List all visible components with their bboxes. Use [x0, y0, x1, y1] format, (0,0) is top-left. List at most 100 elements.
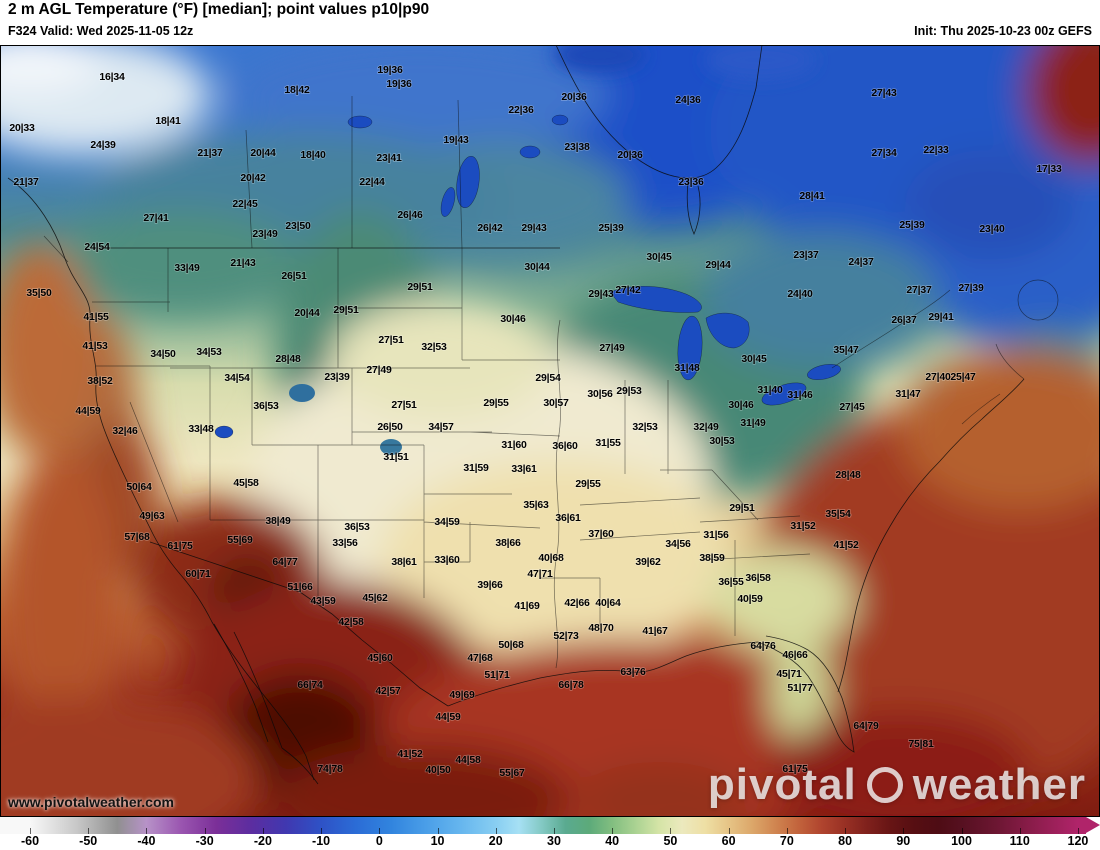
point-value: 64|77 — [272, 556, 298, 568]
point-value: 30|53 — [709, 435, 735, 447]
point-value: 27|42 — [615, 284, 641, 296]
colorbar-tick-label: 50 — [663, 834, 678, 848]
colorbar-arrow-icon — [1086, 817, 1100, 833]
point-value: 24|54 — [84, 241, 110, 253]
colorbar-tick-label: 110 — [1009, 834, 1030, 848]
point-value: 41|53 — [82, 340, 108, 352]
point-value: 36|58 — [745, 572, 771, 584]
colorbar-tick-mark — [903, 828, 905, 834]
point-value: 45|62 — [362, 592, 388, 604]
colorbar-tick-mark — [786, 828, 788, 834]
point-value: 47|71 — [527, 568, 553, 580]
point-value: 50|68 — [498, 639, 524, 651]
point-value: 31|60 — [501, 439, 527, 451]
colorbar-tick-label: 0 — [375, 834, 383, 848]
point-value: 45|60 — [367, 652, 393, 664]
point-value: 34|54 — [224, 372, 250, 384]
point-value: 34|50 — [150, 348, 176, 360]
point-value: 37|60 — [588, 528, 614, 540]
point-value: 20|42 — [240, 172, 266, 184]
point-value: 17|33 — [1036, 163, 1062, 175]
point-value: 60|71 — [185, 568, 211, 580]
point-value: 20|36 — [561, 91, 587, 103]
point-value: 26|50 — [377, 421, 403, 433]
point-value: 30|44 — [524, 261, 550, 273]
point-value: 29|43 — [588, 288, 614, 300]
point-value: 30|56 — [587, 388, 613, 400]
point-value: 66|78 — [558, 679, 584, 691]
colorbar-tick-label: -60 — [20, 834, 40, 848]
point-value: 32|49 — [693, 421, 719, 433]
point-value: 23|41 — [376, 152, 402, 164]
point-value: 33|61 — [511, 463, 537, 475]
point-value: 27|49 — [366, 364, 392, 376]
state-borders — [7, 45, 1059, 785]
point-value: 29|55 — [483, 397, 509, 409]
point-value: 32|53 — [421, 341, 447, 353]
point-value: 23|50 — [285, 220, 311, 232]
point-value: 33|48 — [188, 423, 214, 435]
point-value: 18|41 — [155, 115, 181, 127]
init-time-text: Init: Thu 2025-10-23 00z GEFS — [914, 24, 1092, 38]
point-value: 45|71 — [776, 668, 802, 680]
point-value: 52|73 — [553, 630, 579, 642]
colorbar-tick-label: 100 — [951, 834, 972, 848]
point-value: 41|52 — [397, 748, 423, 760]
point-value: 26|46 — [397, 209, 423, 221]
point-value: 27|41 — [143, 212, 169, 224]
colorbar-tick-label: 90 — [896, 834, 911, 848]
point-value: 24|37 — [848, 256, 874, 268]
point-value: 38|59 — [699, 552, 725, 564]
point-value: 44|58 — [455, 754, 481, 766]
colorbar-tick-label: 40 — [605, 834, 620, 848]
point-value: 34|59 — [434, 516, 460, 528]
point-value: 31|47 — [895, 388, 921, 400]
point-value: 36|55 — [718, 576, 744, 588]
point-value: 30|57 — [543, 397, 569, 409]
colorbar-tick-label: 70 — [779, 834, 794, 848]
point-value: 28|48 — [835, 469, 861, 481]
point-value: 50|64 — [126, 481, 152, 493]
point-value: 35|63 — [523, 499, 549, 511]
point-value: 38|49 — [265, 515, 291, 527]
point-value: 19|43 — [443, 134, 469, 146]
point-value: 25|39 — [598, 222, 624, 234]
point-value: 27|39 — [958, 282, 984, 294]
point-value: 38|61 — [391, 556, 417, 568]
point-value: 34|57 — [428, 421, 454, 433]
point-value: 27|40 — [925, 371, 951, 383]
point-value: 29|41 — [928, 311, 954, 323]
point-value: 31|56 — [703, 529, 729, 541]
point-value: 31|59 — [463, 462, 489, 474]
point-values-layer: 16|34 19|36 18|42 19|36 20|36 24|36 27|43 22|36… — [9, 63, 1063, 779]
point-value: 40|64 — [595, 597, 621, 609]
colorbar-tick-label: -40 — [137, 834, 156, 848]
colorbar-tick-mark — [845, 828, 847, 834]
colorbar-tick-mark — [553, 828, 555, 834]
colorbar-tick-mark — [961, 828, 963, 834]
colorbar-tick-mark — [30, 828, 31, 834]
colorbar-tick-mark — [1019, 828, 1021, 834]
colorbar-tick-mark — [612, 828, 614, 834]
point-value: 55|69 — [227, 534, 253, 546]
point-value: 25|39 — [899, 219, 925, 231]
point-value: 64|76 — [750, 640, 776, 652]
point-value: 23|40 — [979, 223, 1005, 235]
point-value: 41|69 — [514, 600, 540, 612]
point-value: 31|55 — [595, 437, 621, 449]
point-value: 26|37 — [891, 314, 917, 326]
point-value: 18|40 — [300, 149, 326, 161]
point-value: 23|37 — [793, 249, 819, 261]
colorbar-tick-mark — [321, 828, 323, 834]
point-value: 57|68 — [124, 531, 150, 543]
point-value: 22|33 — [923, 144, 949, 156]
point-value: 29|54 — [535, 372, 561, 384]
point-value: 36|53 — [253, 400, 279, 412]
colorbar-gradient — [0, 817, 1086, 834]
point-value: 35|50 — [26, 287, 52, 299]
colorbar-tick-mark — [204, 828, 206, 834]
point-value: 38|52 — [87, 375, 113, 387]
point-value: 19|36 — [377, 64, 403, 76]
